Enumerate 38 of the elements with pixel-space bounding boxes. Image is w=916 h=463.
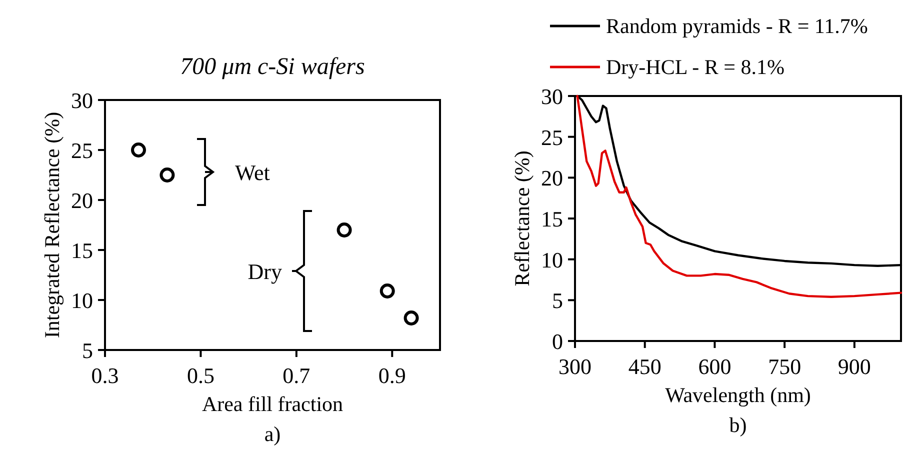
y-tick-label: 25 bbox=[71, 138, 93, 163]
annotation: Wet bbox=[235, 160, 270, 185]
x-axis-title: Area fill fraction bbox=[202, 392, 344, 416]
text: a) bbox=[264, 422, 281, 446]
y-tick-label: 5 bbox=[552, 288, 563, 314]
y-axis-title: Integrated Reflectance (%) bbox=[40, 112, 64, 338]
chart-title: 700 μm c-Si wafers bbox=[180, 54, 365, 80]
y-tick-label: 0 bbox=[552, 329, 563, 354]
y-axis-title: Reflectance (%) bbox=[510, 150, 534, 286]
y-tick-label: 15 bbox=[541, 206, 563, 232]
x-tick-label: 450 bbox=[628, 354, 662, 379]
x-tick-label: 600 bbox=[698, 354, 732, 379]
point bbox=[404, 310, 419, 326]
text: b) bbox=[729, 413, 747, 437]
point bbox=[131, 142, 146, 158]
y-tick-label: 10 bbox=[541, 247, 563, 272]
x-tick-label: 0.7 bbox=[282, 363, 310, 388]
y-tick-label: 30 bbox=[71, 88, 93, 113]
x-tick-label: 0.3 bbox=[91, 363, 119, 388]
y-tick-label: 10 bbox=[71, 288, 93, 313]
legend-label: Dry-HCL - R = 8.1% bbox=[606, 55, 784, 79]
legend-label: Random pyramids - R = 11.7% bbox=[606, 14, 868, 38]
x-tick-label: 750 bbox=[768, 354, 802, 379]
point bbox=[380, 284, 395, 298]
x-tick-label: 300 bbox=[558, 354, 592, 379]
x-tick-label: 0.9 bbox=[378, 363, 406, 388]
point bbox=[336, 222, 352, 238]
y-tick-label: 20 bbox=[71, 188, 93, 213]
y-tick-label: 5 bbox=[82, 338, 93, 363]
x-tick-label: 900 bbox=[838, 354, 871, 379]
y-tick-label: 25 bbox=[541, 124, 563, 150]
y-tick-label: 15 bbox=[71, 238, 93, 263]
point bbox=[160, 168, 175, 182]
x-tick-label: 0.5 bbox=[186, 363, 214, 388]
annotation: Dry bbox=[248, 259, 282, 284]
y-tick-label: 20 bbox=[541, 166, 563, 191]
x-axis-title: Wavelength (nm) bbox=[665, 383, 811, 407]
y-tick-label: 30 bbox=[541, 84, 563, 109]
